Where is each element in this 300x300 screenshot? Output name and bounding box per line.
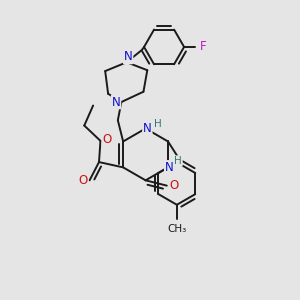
Text: H: H — [154, 119, 162, 129]
Text: N: N — [124, 50, 133, 64]
Text: N: N — [112, 95, 121, 109]
Text: N: N — [143, 122, 152, 135]
Text: O: O — [169, 179, 179, 192]
Text: N: N — [165, 161, 174, 174]
Text: O: O — [79, 174, 88, 187]
Text: O: O — [102, 133, 112, 146]
Text: F: F — [200, 40, 207, 53]
Text: CH₃: CH₃ — [167, 224, 187, 235]
Text: H: H — [175, 156, 182, 166]
